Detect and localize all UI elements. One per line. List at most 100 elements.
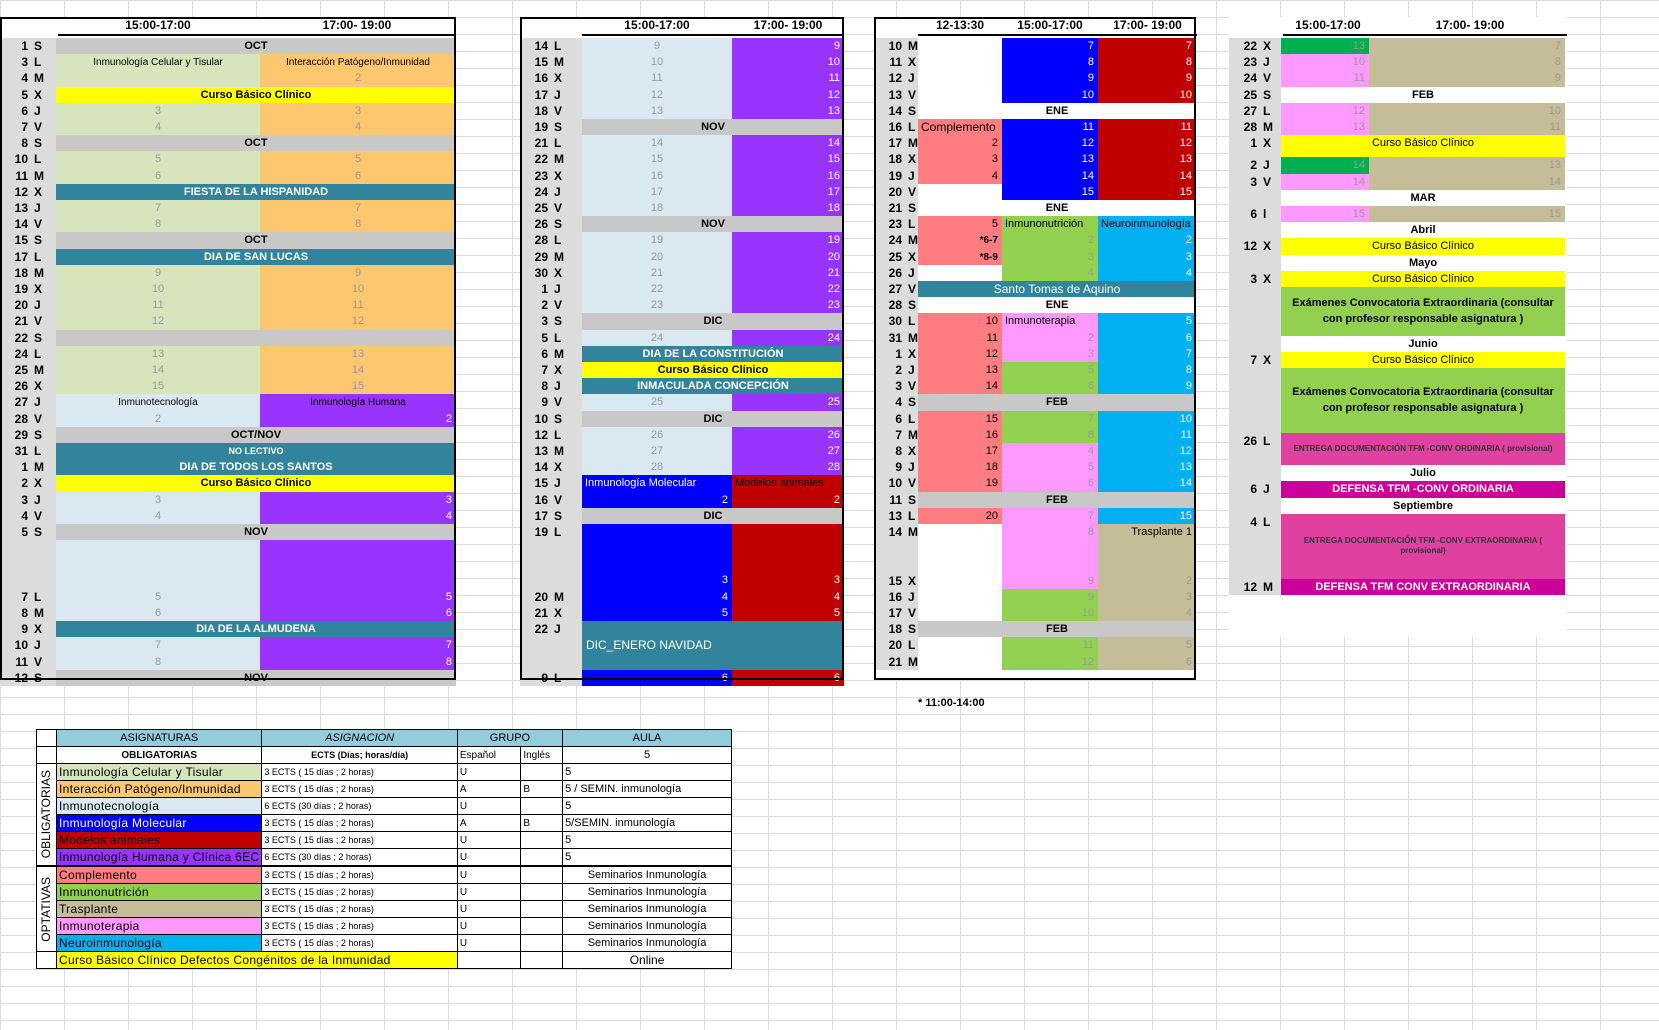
- span-label[interactable]: DIA DE LA ALMUDENA: [56, 621, 456, 638]
- slot-b[interactable]: 2: [260, 70, 456, 87]
- day-label[interactable]: 20 V: [874, 183, 918, 200]
- slot[interactable]: 8: [1002, 524, 1098, 573]
- slot-a[interactable]: 11: [56, 297, 260, 314]
- span-label[interactable]: DIC: [582, 507, 844, 524]
- group-en[interactable]: B: [520, 814, 564, 832]
- span-label[interactable]: DIA DE LA CONSTITUCIÓN: [582, 345, 844, 362]
- slot-b[interactable]: 2: [732, 491, 844, 508]
- subject-name[interactable]: Trasplante: [55, 900, 263, 918]
- slot[interactable]: 3: [1002, 248, 1098, 265]
- slot-a[interactable]: 20: [582, 248, 732, 265]
- subject-name[interactable]: Inmunotecnología: [55, 797, 263, 815]
- slot-b[interactable]: 16: [732, 167, 844, 184]
- aula[interactable]: Online: [562, 951, 732, 969]
- slot[interactable]: 10: [1098, 410, 1196, 427]
- slot-b[interactable]: 10: [732, 54, 844, 71]
- day-label[interactable]: 25 V: [520, 200, 582, 217]
- slot[interactable]: Complemento: [918, 119, 1002, 136]
- aula[interactable]: 5: [562, 763, 732, 781]
- slot[interactable]: [918, 38, 1002, 55]
- day-label[interactable]: 17 J: [520, 86, 582, 103]
- day-label[interactable]: 15 S: [0, 232, 56, 249]
- day-label[interactable]: [1229, 222, 1281, 239]
- slot[interactable]: 5: [1002, 459, 1098, 476]
- slot[interactable]: 9: [1002, 70, 1098, 87]
- subject-name[interactable]: Curso Básico Clínico Defectos Congénitos…: [56, 951, 458, 969]
- slot-a[interactable]: 13: [56, 345, 260, 362]
- slot[interactable]: 2: [1002, 329, 1098, 346]
- day-label[interactable]: 12 M: [1229, 578, 1281, 595]
- subject-name[interactable]: Inmunología Molecular: [55, 814, 263, 832]
- slot-a[interactable]: 4: [56, 507, 260, 524]
- group-label-obligatorias[interactable]: OBLIGATORIAS: [36, 763, 57, 867]
- legend-cell[interactable]: ECTS (Días; horas/día): [261, 746, 458, 764]
- day-label[interactable]: 13 J: [0, 200, 56, 217]
- slot-a[interactable]: 14: [56, 362, 260, 379]
- day-label[interactable]: 11 M: [0, 167, 56, 184]
- day-label[interactable]: 30 L: [874, 313, 918, 330]
- ects[interactable]: 3 ECTS ( 15 días ; 2 horas): [261, 934, 458, 952]
- group-en[interactable]: [520, 917, 564, 935]
- slot[interactable]: [918, 605, 1002, 622]
- slot[interactable]: 12: [1098, 443, 1196, 460]
- day-label[interactable]: 11 V: [0, 653, 56, 670]
- slot-b[interactable]: 9: [1369, 70, 1565, 87]
- group-en[interactable]: [520, 900, 564, 918]
- span-label[interactable]: OCT: [56, 135, 456, 152]
- day-label[interactable]: 27 L: [1229, 102, 1281, 119]
- slot-b[interactable]: 4: [260, 119, 456, 136]
- slot-a[interactable]: 14: [1281, 157, 1369, 174]
- ects[interactable]: 3 ECTS ( 15 días ; 2 horas): [261, 831, 458, 849]
- day-label[interactable]: 10 J: [0, 637, 56, 654]
- day-label[interactable]: 16 J: [874, 588, 918, 605]
- group-en[interactable]: [520, 883, 564, 901]
- slot[interactable]: 5: [1002, 362, 1098, 379]
- slot-b[interactable]: 11: [260, 297, 456, 314]
- slot-a[interactable]: 3: [56, 102, 260, 119]
- day-label[interactable]: 23 L: [874, 216, 918, 233]
- ects[interactable]: 3 ECTS ( 15 días ; 2 horas): [261, 865, 458, 884]
- legend-cell[interactable]: [36, 746, 57, 764]
- group-es[interactable]: U: [456, 865, 522, 884]
- slot-b[interactable]: 25: [732, 394, 844, 411]
- slot-b[interactable]: 27: [732, 443, 844, 460]
- slot[interactable]: [918, 54, 1002, 71]
- day-label[interactable]: 12 L: [520, 426, 582, 443]
- span-label[interactable]: MAR: [1281, 189, 1565, 206]
- slot[interactable]: 18: [918, 459, 1002, 476]
- day-label[interactable]: 19 S: [520, 119, 582, 136]
- day-label[interactable]: [0, 540, 56, 589]
- day-label[interactable]: 21 L: [520, 135, 582, 152]
- day-label[interactable]: 26 J: [874, 264, 918, 281]
- aula[interactable]: Seminarios Inmunología: [562, 900, 732, 918]
- subject-name[interactable]: Complemento: [55, 865, 263, 884]
- slot-b[interactable]: 9: [260, 264, 456, 281]
- slot[interactable]: [918, 86, 1002, 103]
- subject-name[interactable]: Interacción Patógeno/Inmunidad: [55, 780, 263, 798]
- group-es[interactable]: U: [456, 917, 522, 935]
- day-label[interactable]: 31 L: [0, 443, 56, 460]
- span-label[interactable]: OCT/NOV: [56, 426, 456, 443]
- slot-b[interactable]: 9: [732, 38, 844, 55]
- span-label[interactable]: DEFENSA TFM CONV EXTRAORDINARIA: [1281, 578, 1565, 595]
- slot-b[interactable]: 28: [732, 459, 844, 476]
- slot-a[interactable]: 7: [56, 200, 260, 217]
- slot-b[interactable]: [260, 540, 456, 589]
- span-label[interactable]: NOV: [582, 216, 844, 233]
- slot[interactable]: 9: [1002, 572, 1098, 589]
- day-label[interactable]: 23 J: [1229, 54, 1281, 71]
- day-label[interactable]: 30 X: [520, 264, 582, 281]
- slot[interactable]: 2: [1098, 232, 1196, 249]
- slot[interactable]: 14: [1098, 167, 1196, 184]
- slot[interactable]: Trasplante 1: [1098, 524, 1196, 573]
- day-label[interactable]: 17 L: [0, 248, 56, 265]
- day-label[interactable]: 16 V: [520, 491, 582, 508]
- day-label[interactable]: 13 L: [874, 507, 918, 524]
